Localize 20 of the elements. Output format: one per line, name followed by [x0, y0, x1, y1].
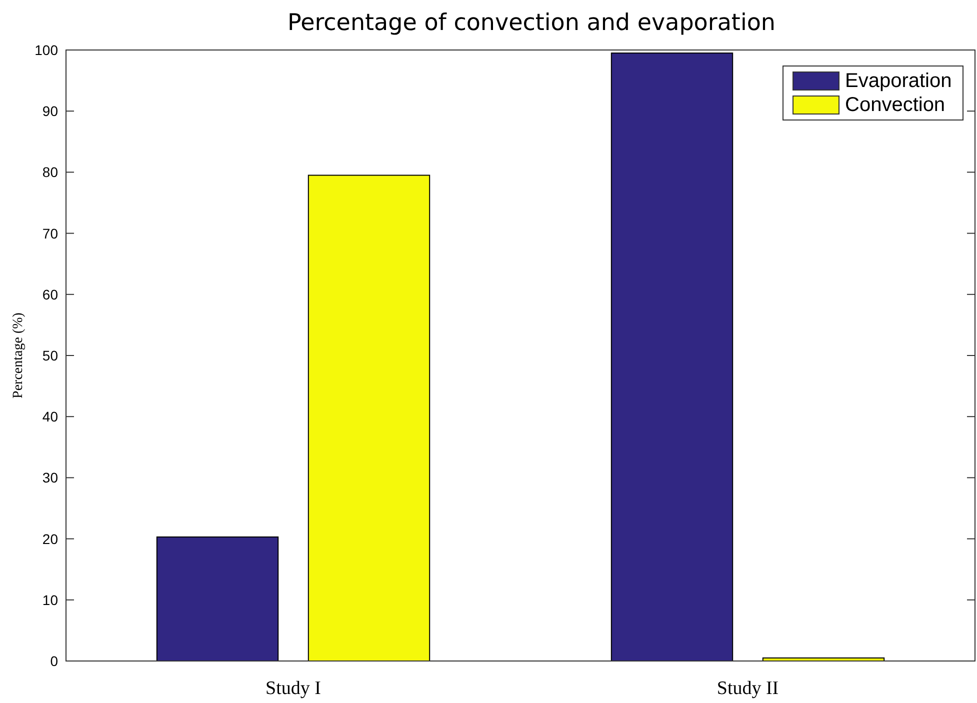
- y-tick-label: 30: [42, 470, 58, 486]
- y-tick-label: 40: [42, 408, 58, 425]
- legend-label: Evaporation: [845, 70, 952, 92]
- y-tick-label: 70: [42, 225, 58, 242]
- legend-label: Convection: [845, 94, 946, 116]
- y-axis-title: Percentage (%): [11, 312, 26, 398]
- bar: [156, 536, 279, 662]
- bar: [610, 52, 734, 662]
- y-tick-label: 20: [42, 530, 58, 547]
- y-tick-label: 60: [42, 286, 58, 302]
- chart-title: Percentage of convection and evaporation: [288, 10, 776, 36]
- x-tick-label: Study I: [266, 678, 321, 699]
- y-tick-label: 80: [42, 164, 58, 180]
- y-tick-label: 10: [42, 592, 58, 608]
- bar: [308, 174, 430, 662]
- y-tick-label: 100: [34, 42, 58, 58]
- y-tick-label: 90: [42, 103, 58, 120]
- x-tick-label: Study II: [716, 678, 779, 699]
- y-tick-label: 0: [50, 653, 58, 669]
- y-tick-label: 50: [42, 348, 58, 364]
